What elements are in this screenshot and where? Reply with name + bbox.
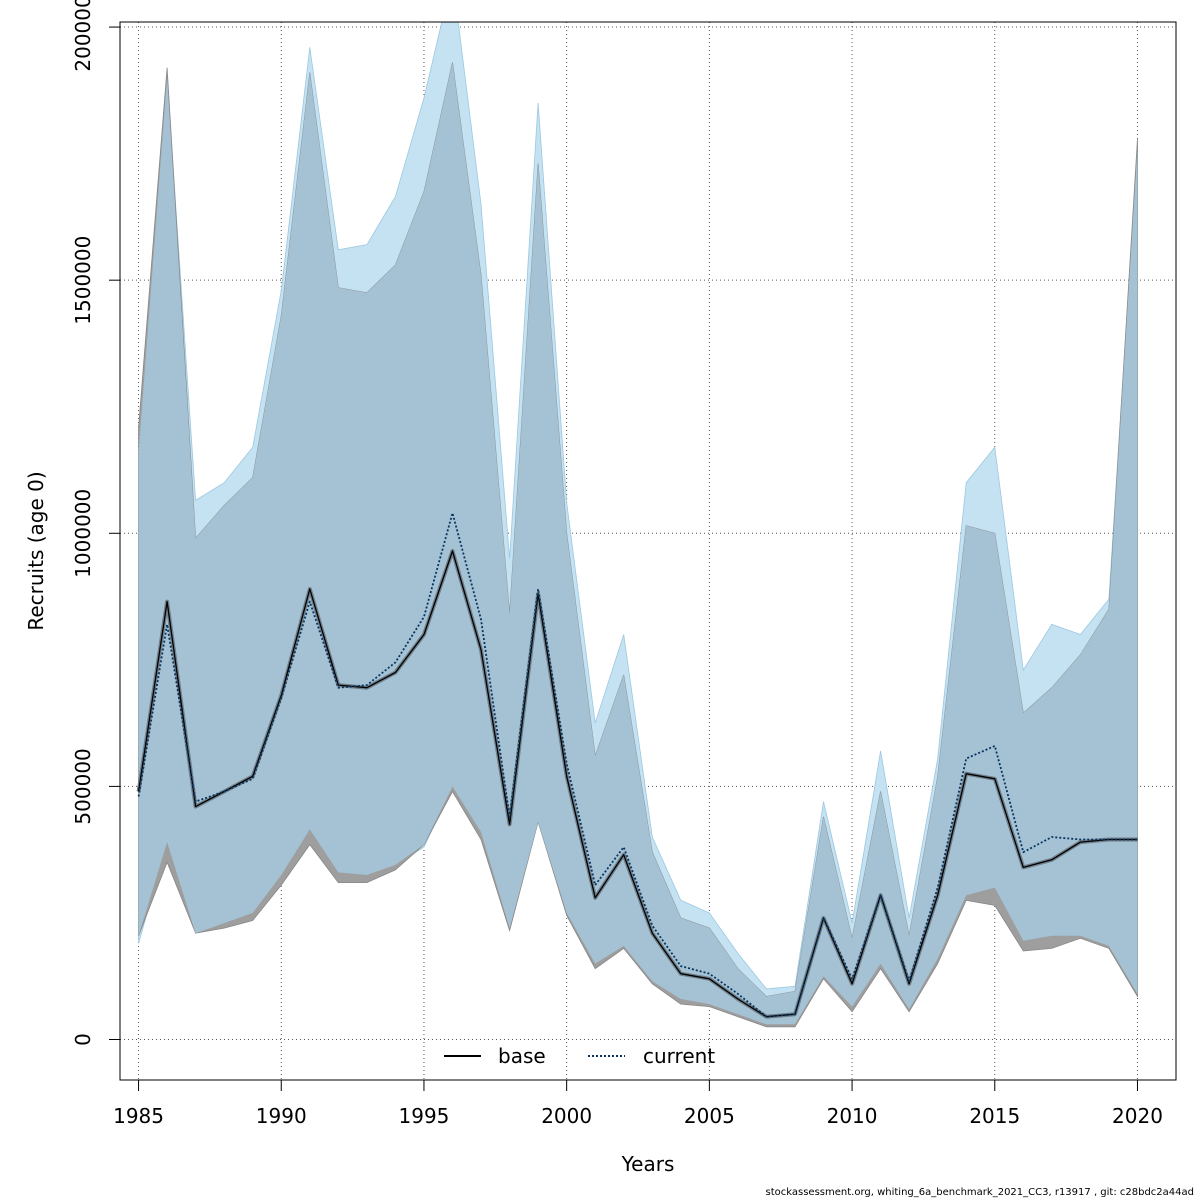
current-line	[137, 512, 1138, 1018]
x-tick-label: 2000	[541, 1104, 592, 1128]
y-tick-label: 1000000	[71, 489, 95, 578]
confidence-bands	[138, 22, 1138, 1028]
legend-current-label: current	[643, 1044, 715, 1068]
x-axis: 1985 1990 1995 2000 2005 2010 2015 2020	[113, 1079, 1163, 1128]
overlap-confidence-band	[138, 62, 1138, 1025]
x-tick-label: 2015	[969, 1104, 1020, 1128]
series-lines	[136, 512, 1138, 1019]
y-tick-label: 500000	[71, 748, 95, 824]
y-axis-title: Recruits (age 0)	[24, 471, 48, 630]
x-tick-label: 1990	[256, 1104, 307, 1128]
x-tick-label: 2020	[1112, 1104, 1163, 1128]
x-tick-label: 1995	[399, 1104, 450, 1128]
legend: base current	[444, 1044, 715, 1068]
x-tick-label: 1985	[113, 1104, 164, 1128]
x-tick-label: 2010	[827, 1104, 878, 1128]
footer-source: stockassessment.org, whiting_6a_benchmar…	[765, 1187, 1194, 1198]
x-axis-title: Years	[621, 1152, 675, 1176]
base-line	[137, 550, 1138, 1018]
y-tick-label: 2000000	[71, 0, 95, 72]
legend-base-label: base	[498, 1044, 546, 1068]
x-tick-label: 2005	[684, 1104, 735, 1128]
y-tick-label: 0	[71, 1033, 95, 1046]
y-axis: 0 500000 1000000 1500000 2000000	[71, 0, 121, 1046]
y-tick-label: 1500000	[71, 236, 95, 325]
